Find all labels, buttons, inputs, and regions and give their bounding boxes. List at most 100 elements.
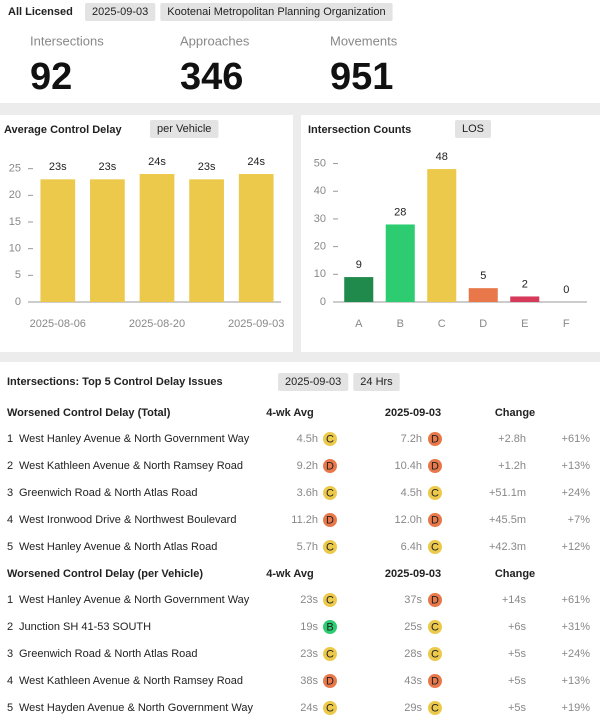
change-percent: +7%	[568, 514, 591, 526]
column-header: Change	[495, 407, 535, 419]
change-percent: +24%	[562, 648, 591, 660]
avg-value: 24s	[300, 702, 318, 714]
grade-letter: C	[431, 648, 439, 660]
column-header: Change	[495, 568, 535, 580]
chip-label: 2025-09-03	[285, 376, 341, 388]
grade-letter: C	[326, 487, 334, 499]
grade-badge	[323, 432, 337, 446]
grade-letter: C	[431, 541, 439, 553]
value-label: 24s	[148, 156, 166, 168]
change-value: +14s	[502, 594, 527, 606]
grade-letter: C	[326, 541, 334, 553]
change-percent: +61%	[562, 594, 591, 606]
column-header: 2025-09-03	[385, 568, 441, 580]
grade-letter: C	[431, 702, 439, 714]
avg-value: 19s	[300, 621, 318, 633]
bar	[427, 169, 457, 302]
y-tick-label: 5	[15, 269, 21, 281]
x-tick-label: 2025-08-20	[129, 318, 185, 330]
avg-value: 23s	[300, 648, 318, 660]
column-header: 4-wk Avg	[266, 407, 313, 419]
change-percent: +19%	[562, 702, 591, 714]
rank: 3	[7, 487, 13, 499]
change-percent: +61%	[562, 433, 591, 445]
rank: 5	[7, 541, 13, 553]
change-value: +45.5m	[489, 514, 526, 526]
rank: 2	[7, 460, 13, 472]
grade-letter: C	[326, 594, 334, 606]
y-tick-label: 20	[314, 241, 326, 253]
change-value: +2.8h	[498, 433, 526, 445]
chart-title: Average Control Delay	[4, 124, 122, 136]
bar	[90, 179, 125, 302]
y-tick-label: 0	[15, 296, 21, 308]
current-value: 37s	[404, 594, 422, 606]
rank: 1	[7, 433, 13, 445]
y-tick-label: 0	[320, 296, 326, 308]
change-value: +5s	[508, 648, 527, 660]
intersection-name: Greenwich Road & North Atlas Road	[19, 648, 198, 660]
value-label: 2	[522, 278, 528, 290]
grade-badge	[428, 593, 442, 607]
avg-value: 4.5h	[297, 433, 318, 445]
change-value: +5s	[508, 702, 527, 714]
grade-badge	[428, 459, 442, 473]
grade-letter: D	[431, 594, 439, 606]
change-value: +42.3m	[489, 541, 526, 553]
bar	[510, 296, 540, 302]
current-value: 28s	[404, 648, 422, 660]
column-header: Worsened Control Delay (per Vehicle)	[7, 568, 203, 580]
x-tick-label: D	[479, 318, 487, 330]
y-tick-label: 40	[314, 185, 326, 197]
avg-value: 11.2h	[291, 514, 318, 526]
grade-badge	[323, 701, 337, 715]
value-label: 0	[563, 284, 569, 296]
chip-label: per Vehicle	[157, 123, 211, 135]
value-label: 23s	[99, 161, 117, 173]
y-tick-label: 25	[9, 163, 21, 175]
grade-letter: D	[431, 460, 439, 472]
y-tick-label: 10	[314, 268, 326, 280]
avg-value: 23s	[300, 594, 318, 606]
grade-badge	[428, 620, 442, 634]
column-header: 4-wk Avg	[266, 568, 313, 580]
chip	[150, 120, 219, 138]
change-value: +6s	[508, 621, 527, 633]
grade-letter: B	[326, 621, 333, 633]
x-tick-label: B	[397, 318, 404, 330]
x-tick-label: F	[563, 318, 570, 330]
grade-letter: C	[326, 433, 334, 445]
rank: 2	[7, 621, 13, 633]
bar	[238, 174, 274, 302]
chip	[85, 3, 156, 21]
y-tick-label: 10	[9, 243, 21, 255]
grade-badge	[428, 540, 442, 554]
bar	[385, 224, 415, 302]
current-value: 25s	[404, 621, 422, 633]
bar	[344, 277, 374, 302]
chip	[160, 3, 393, 21]
avg-value: 3.6h	[297, 487, 318, 499]
grade-letter: D	[326, 514, 334, 526]
value-label: 24s	[247, 156, 265, 168]
change-value: +5s	[508, 675, 527, 687]
bar	[468, 288, 498, 302]
bar	[189, 179, 224, 302]
grade-letter: C	[431, 487, 439, 499]
change-percent: +12%	[562, 541, 591, 553]
current-value: 10.4h	[394, 460, 422, 472]
grade-badge	[323, 513, 337, 527]
grade-badge	[323, 674, 337, 688]
value-label: 23s	[49, 161, 67, 173]
rank: 1	[7, 594, 13, 606]
intersection-name: West Kathleen Avenue & North Ramsey Road	[19, 675, 243, 687]
x-tick-label: 2025-08-06	[30, 318, 86, 330]
avg-value: 9.2h	[297, 460, 318, 472]
current-value: 6.4h	[401, 541, 422, 553]
grade-badge	[428, 513, 442, 527]
rank: 4	[7, 675, 13, 687]
change-percent: +31%	[562, 621, 591, 633]
kpi-value: 346	[180, 56, 243, 98]
avg-value: 38s	[300, 675, 318, 687]
